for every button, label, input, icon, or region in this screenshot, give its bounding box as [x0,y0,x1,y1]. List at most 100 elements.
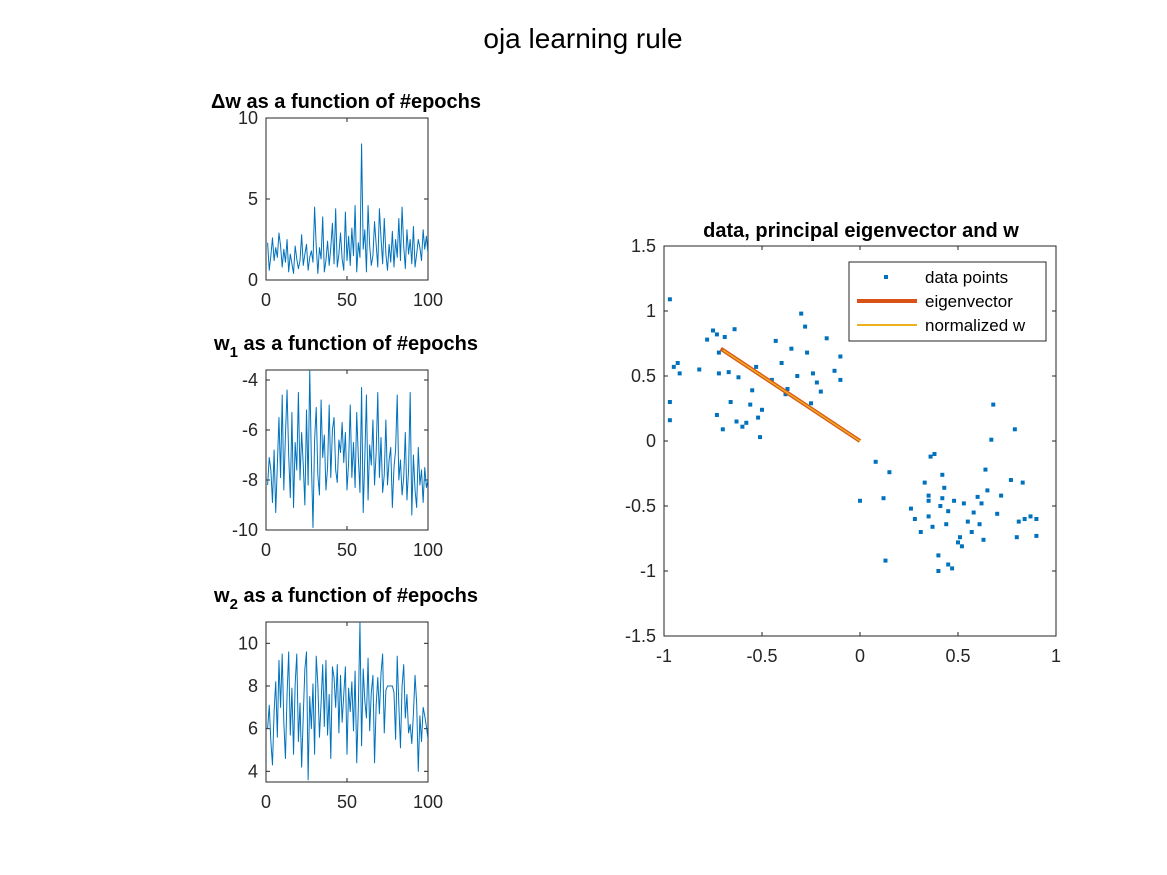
legend-marker-data-points [884,275,888,279]
data-point [975,494,980,499]
data-point [705,337,710,342]
x-tick-label: -1 [656,646,672,666]
data-point [818,389,823,394]
data-point [810,371,815,376]
data-point [959,544,964,549]
axes-title-w1-main: w [213,333,230,355]
data-point [936,569,941,573]
data-point [756,415,761,420]
data-point [667,400,672,404]
y-tick-label: 5 [248,189,258,209]
data-point [1022,517,1027,521]
data-point [1012,427,1017,432]
data-point [995,511,1000,516]
data-point [957,535,962,540]
axes-title-w1-subscript: 1 [230,344,238,361]
data-point [979,501,984,506]
data-point [714,413,719,417]
data-point [805,350,810,355]
data-point [989,437,994,442]
axes-title-w2-subscript: 2 [230,596,238,613]
y-tick-label: 4 [248,761,258,781]
data-point [971,510,976,515]
y-tick-label: 0 [646,431,656,451]
series-line [267,622,428,781]
axis-box [265,621,429,783]
y-tick-label: -4 [242,370,258,390]
data-point [773,338,778,343]
data-point [667,418,672,423]
data-point [795,374,800,378]
data-point [838,377,843,382]
axis-box [265,369,429,531]
data-point [926,498,931,503]
x-tick-label: 100 [413,792,443,812]
data-point [809,401,813,406]
data-point [981,537,986,542]
y-tick-label: 1 [646,301,656,321]
data-point [732,327,737,332]
data-point [824,336,829,341]
y-tick-label: 0.5 [631,366,656,386]
data-point [858,498,862,503]
axes-pca: data, principal eigenvector and w -1 -0.5… [625,220,1061,666]
data-point [675,361,680,365]
data-point [803,324,808,329]
y-tick-label: 6 [248,719,258,739]
x-tick-label: 0.5 [945,646,970,666]
legend: data points eigenvector normalized w [848,261,1047,342]
data-point [983,467,988,472]
y-tick-label: -6 [242,420,258,440]
x-tick-label: 0 [261,792,271,812]
data-point [932,452,937,456]
data-point [722,335,727,339]
data-point [734,419,739,424]
data-point [1034,517,1039,521]
data-point [965,519,970,524]
data-point [930,524,935,529]
axes-w1: w1 as a function of #epochs 0 50 100 -10 -8 -… [213,333,478,560]
data-point [944,522,949,527]
y-tick-label: 8 [248,676,258,696]
y-tick-label: 10 [238,633,258,653]
data-point [956,540,960,545]
data-point [789,346,794,351]
data-point [711,328,715,333]
data-point [716,371,721,376]
data-point [936,553,941,558]
axes-title-w1: w1 as a function of #epochs [213,333,478,361]
data-point [922,480,927,485]
data-point [785,387,790,391]
data-point [928,454,933,459]
y-tick-label: -0.5 [625,496,656,516]
plot-area-delta-w: 0 50 100 0 5 10 [238,108,443,310]
figure-title: oja learning rule [483,23,682,54]
data-point [926,514,931,519]
data-point [908,506,913,511]
data-point [883,558,888,563]
data-point [1008,478,1013,482]
axes-title-w2: w2 as a function of #epochs [213,585,478,613]
x-tick-label: 50 [337,540,357,560]
y-tick-label: -10 [232,520,258,540]
plot-area-w2: 0 50 100 4 6 8 10 [238,621,443,812]
series-line [267,143,428,275]
data-point [697,367,702,372]
data-point [991,402,996,407]
data-point [961,501,966,506]
axes-title-delta-w: Δw as a function of #epochs [211,91,481,113]
legend-label-normalized-w: normalized w [925,316,1026,335]
data-point [677,371,682,376]
data-point [926,493,931,498]
x-tick-label: 100 [413,290,443,310]
legend-label-eigenvector: eigenvector [925,292,1013,311]
x-tick-label: 0 [261,540,271,560]
data-point [940,496,945,501]
data-point [799,311,804,316]
axes-delta-w: Δw as a function of #epochs 0 50 100 0 5 10 [211,91,481,310]
data-point [942,485,947,490]
x-tick-label: 50 [337,792,357,812]
data-point [760,407,764,412]
data-point [873,459,878,464]
